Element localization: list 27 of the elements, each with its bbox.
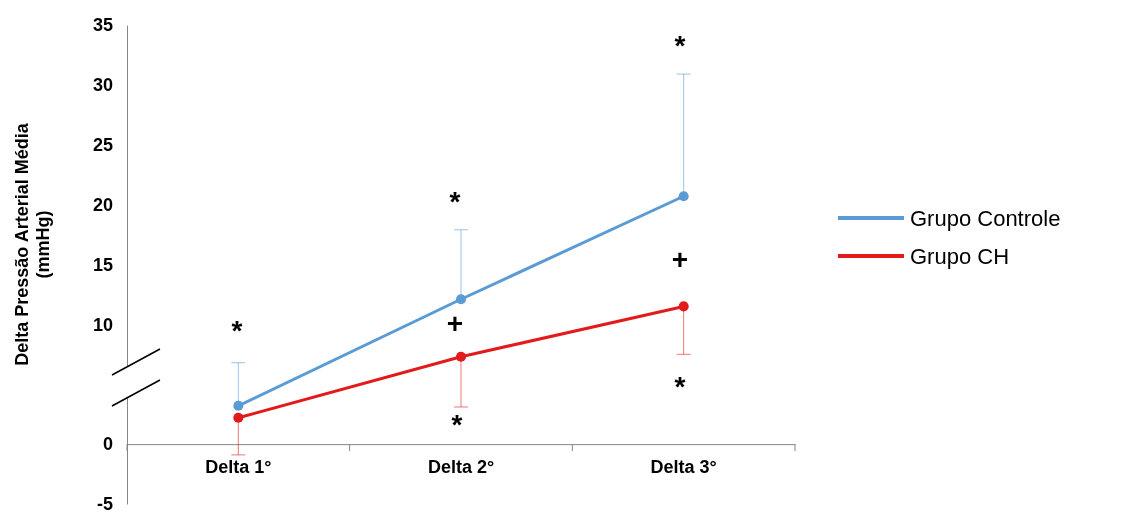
y-tick-label: 25 <box>92 135 113 156</box>
y-tick-label: 20 <box>92 194 113 215</box>
y-tick-label: 35 <box>92 15 113 36</box>
annotation: * <box>451 409 463 440</box>
x-tick-label: Delta 2° <box>427 456 495 477</box>
y-tick-label: -5 <box>96 494 113 515</box>
legend-label: Grupo Controle <box>910 205 1061 231</box>
annotation: + <box>671 244 689 275</box>
x-tick-label: Delta 1° <box>205 456 272 477</box>
point <box>678 191 689 202</box>
annotation: * <box>674 30 686 61</box>
y-tick-label: 0 <box>102 434 113 455</box>
legend-label: Grupo CH <box>910 243 1010 269</box>
x-tick-label: Delta 3° <box>650 456 717 477</box>
point <box>678 301 689 312</box>
annotation: * <box>449 186 461 217</box>
point <box>455 351 467 362</box>
y-tick-label: 30 <box>92 75 113 96</box>
point <box>455 294 467 305</box>
y-axis-title: Delta Pressão Arterial Média (mmHg) <box>12 122 53 366</box>
y-tick-label: 15 <box>92 254 113 275</box>
point <box>233 412 244 423</box>
annotation: * <box>674 371 686 402</box>
y-tick-label: 10 <box>92 314 113 335</box>
annotation: * <box>231 315 243 346</box>
annotation: + <box>446 308 464 339</box>
point <box>233 400 244 411</box>
